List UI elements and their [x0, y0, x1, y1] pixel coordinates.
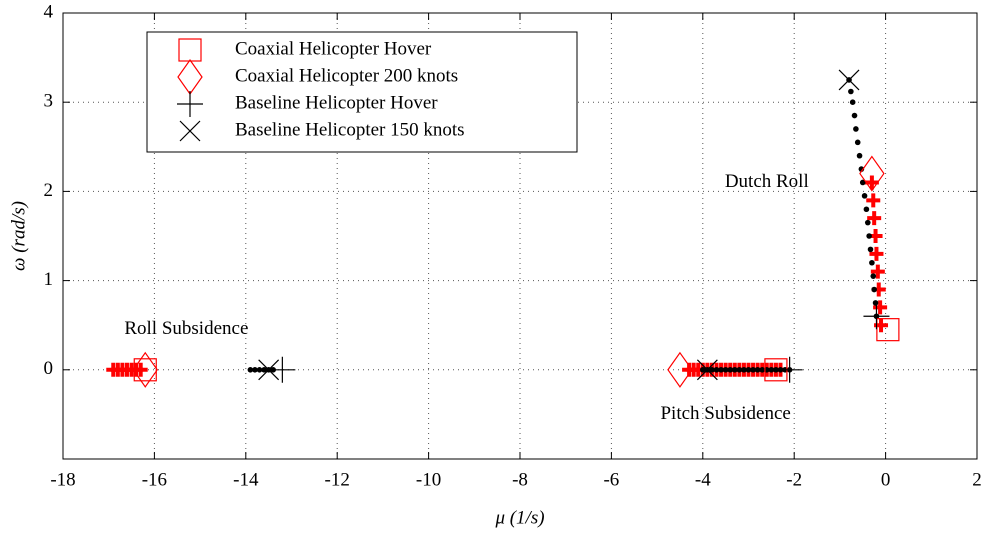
plus-marker: [867, 211, 882, 226]
annotation: Pitch Subsidence: [660, 403, 790, 424]
diamond-marker: [667, 351, 693, 388]
square-marker: [876, 318, 900, 342]
dot-marker: [750, 367, 756, 373]
dot-marker: [866, 233, 872, 239]
dot-marker: [247, 367, 254, 373]
plus-marker: [863, 303, 890, 330]
dot-marker: [872, 300, 879, 306]
dot-marker: [851, 112, 858, 119]
diamond-marker: [132, 351, 158, 388]
plus-marker: [269, 356, 296, 383]
dot-marker: [709, 367, 715, 373]
legend-label: Baseline Helicopter Hover: [235, 92, 438, 113]
x-tick-label: -12: [325, 469, 350, 490]
diamond-marker: [859, 155, 885, 192]
dot-marker: [736, 367, 743, 373]
square-marker: [133, 358, 157, 382]
legend-label: Coaxial Helicopter Hover: [235, 38, 432, 59]
dot-marker: [718, 367, 724, 373]
dot-marker: [252, 367, 258, 373]
x-tick-label: 2: [972, 469, 982, 490]
plus-marker: [869, 246, 884, 261]
dot-marker: [869, 259, 875, 266]
x-axis-label: μ (1/s): [494, 507, 544, 528]
x-tick-label: -8: [512, 469, 528, 490]
dot-marker: [870, 273, 877, 279]
annotation: Dutch Roll: [725, 171, 809, 192]
legend-marker: [177, 91, 203, 117]
cross-marker: [838, 69, 860, 91]
dot-marker: [768, 367, 775, 373]
dot-marker: [731, 367, 738, 373]
dot-marker: [722, 367, 729, 373]
dot-marker: [871, 286, 877, 293]
y-tick-label: 1: [44, 269, 54, 290]
dot-marker: [759, 367, 766, 373]
dot-marker: [773, 367, 779, 373]
x-tick-label: -4: [695, 469, 711, 490]
plus-marker: [776, 356, 803, 383]
plot-frame: [62, 12, 978, 460]
y-axis-label: ω (rad/s): [8, 201, 29, 271]
dot-marker: [859, 179, 866, 186]
cross-marker: [258, 359, 280, 381]
dot-marker: [754, 367, 761, 373]
plus-marker: [864, 175, 879, 190]
x-tick-label: -10: [416, 469, 441, 490]
dot-marker: [863, 206, 870, 213]
x-tick-label: -16: [142, 469, 167, 490]
dot-marker: [700, 367, 706, 373]
x-tick-label: -6: [603, 469, 619, 490]
x-tick-label: -18: [50, 469, 75, 490]
cross-marker: [696, 359, 718, 381]
y-tick-label: 0: [44, 358, 54, 379]
plus-marker: [873, 300, 888, 315]
dot-marker: [727, 367, 734, 373]
dot-marker: [848, 88, 854, 95]
dot-marker: [741, 367, 747, 373]
legend-box: [146, 31, 578, 153]
dot-marker: [853, 126, 859, 132]
x-tick-label: 0: [881, 469, 891, 490]
dot-marker: [856, 152, 863, 159]
x-tick-label: -2: [786, 469, 802, 490]
y-tick-label: 3: [44, 91, 54, 112]
dot-marker: [713, 367, 720, 373]
dot-marker: [854, 139, 861, 146]
plus-marker: [133, 362, 148, 377]
legend-marker: [179, 120, 201, 142]
dot-marker: [745, 367, 752, 373]
dot-marker: [867, 246, 874, 253]
x-tick-label: -14: [233, 469, 259, 490]
legend-label: Baseline Helicopter 150 knots: [235, 119, 465, 140]
dot-marker: [849, 99, 856, 105]
dot-marker: [261, 367, 267, 373]
dot-marker: [256, 367, 263, 373]
plus-marker: [866, 193, 881, 208]
y-tick-label: 4: [44, 1, 54, 22]
y-tick-label: 2: [44, 180, 54, 201]
annotation: Roll Subsidence: [124, 318, 248, 339]
dot-marker: [864, 219, 871, 226]
legend-label: Coaxial Helicopter 200 knots: [235, 65, 458, 86]
dot-marker: [861, 193, 868, 199]
plus-marker: [870, 264, 885, 279]
